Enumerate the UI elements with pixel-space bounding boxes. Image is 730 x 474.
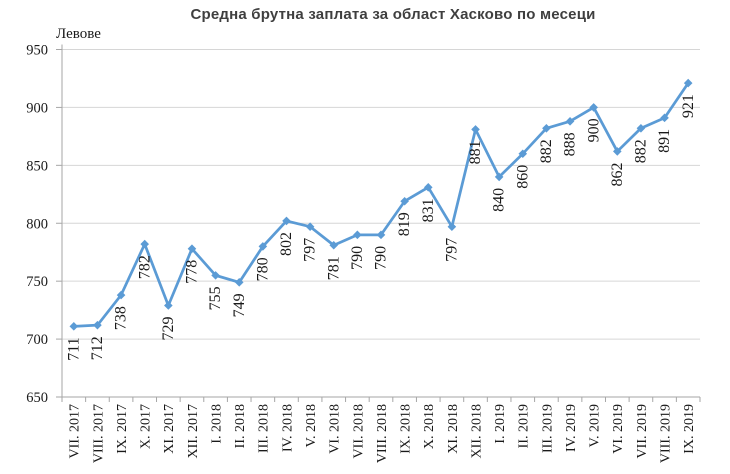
x-tick-label: VIII. 2018 bbox=[375, 404, 390, 463]
data-label: 888 bbox=[562, 132, 579, 156]
data-point-marker bbox=[589, 103, 598, 112]
data-point-marker bbox=[69, 322, 79, 331]
x-tick-label: XII. 2017 bbox=[186, 404, 201, 458]
data-point-marker bbox=[518, 149, 528, 159]
x-tick-label: VII. 2019 bbox=[635, 404, 650, 458]
data-point-marker bbox=[636, 123, 646, 133]
data-point-marker bbox=[612, 147, 622, 156]
x-tick-label: XI. 2018 bbox=[446, 404, 461, 454]
x-tick-label: VII. 2017 bbox=[68, 404, 83, 458]
data-point-marker bbox=[400, 196, 409, 206]
data-label: 921 bbox=[680, 94, 697, 118]
data-point-marker bbox=[140, 239, 150, 249]
x-tick-label: IX. 2018 bbox=[399, 404, 414, 454]
data-point-marker bbox=[565, 117, 575, 126]
data-label: 711 bbox=[65, 337, 82, 360]
data-label: 780 bbox=[254, 257, 271, 281]
x-tick-label: II. 2019 bbox=[517, 404, 532, 448]
data-label: 797 bbox=[443, 238, 460, 262]
y-tick-label: 800 bbox=[26, 216, 48, 232]
data-label: 802 bbox=[278, 232, 295, 256]
data-label: 729 bbox=[160, 316, 177, 340]
data-label: 755 bbox=[207, 286, 224, 310]
data-point-marker bbox=[116, 290, 126, 300]
x-tick-label: II. 2018 bbox=[233, 404, 248, 448]
data-point-marker bbox=[211, 271, 220, 280]
x-tick-label: VI. 2019 bbox=[611, 404, 626, 454]
data-point-marker bbox=[234, 278, 244, 287]
data-point-marker bbox=[93, 320, 102, 330]
data-point-marker bbox=[329, 240, 339, 250]
x-tick-label: III. 2019 bbox=[540, 404, 555, 453]
data-label: 712 bbox=[89, 336, 106, 360]
y-tick-label: 850 bbox=[26, 158, 48, 174]
x-tick-label: X. 2018 bbox=[422, 404, 437, 449]
data-label: 738 bbox=[113, 306, 130, 330]
x-tick-label: VIII. 2019 bbox=[658, 404, 673, 463]
data-point-marker bbox=[305, 222, 315, 232]
x-tick-label: XII. 2018 bbox=[469, 404, 484, 458]
data-label: 881 bbox=[467, 140, 484, 164]
data-point-marker bbox=[187, 244, 197, 254]
chart-title: Средна брутна заплата за област Хасково … bbox=[190, 6, 596, 23]
y-tick-label: 650 bbox=[26, 390, 48, 406]
data-label: 891 bbox=[656, 129, 673, 153]
y-tick-label: 950 bbox=[26, 43, 48, 59]
data-point-marker bbox=[471, 125, 480, 134]
data-point-marker bbox=[447, 222, 457, 232]
data-label: 882 bbox=[538, 139, 555, 163]
data-label: 819 bbox=[396, 212, 413, 236]
data-label: 790 bbox=[373, 246, 390, 270]
data-label: 860 bbox=[514, 165, 531, 189]
data-label: 900 bbox=[585, 118, 602, 142]
x-tick-label: VI. 2018 bbox=[328, 404, 343, 454]
data-label: 749 bbox=[231, 293, 248, 317]
data-point-marker bbox=[376, 230, 386, 240]
x-tick-label: V. 2018 bbox=[304, 404, 319, 447]
x-tick-label: I. 2019 bbox=[493, 404, 508, 444]
data-label: 831 bbox=[420, 198, 437, 222]
x-tick-label: X. 2017 bbox=[139, 404, 154, 449]
x-tick-label: I. 2018 bbox=[209, 404, 224, 444]
x-tick-label: IX. 2017 bbox=[115, 404, 130, 454]
y-tick-label: 750 bbox=[26, 274, 48, 290]
x-tick-label: XI. 2017 bbox=[162, 404, 177, 454]
data-label: 781 bbox=[325, 256, 342, 280]
y-tick-label: 700 bbox=[26, 332, 48, 348]
data-point-marker bbox=[683, 78, 693, 88]
data-label: 790 bbox=[349, 246, 366, 270]
data-point-marker bbox=[423, 183, 433, 192]
data-label: 862 bbox=[609, 162, 626, 186]
data-point-marker bbox=[353, 230, 362, 240]
data-point-marker bbox=[258, 242, 268, 251]
data-point-marker bbox=[494, 172, 504, 182]
x-tick-label: V. 2019 bbox=[588, 404, 603, 447]
data-label: 797 bbox=[302, 238, 319, 262]
data-label: 782 bbox=[136, 255, 153, 279]
x-tick-label: IV. 2018 bbox=[280, 404, 295, 452]
data-point-marker bbox=[660, 113, 669, 123]
x-tick-label: III. 2018 bbox=[257, 404, 272, 453]
data-label: 882 bbox=[633, 139, 650, 163]
data-point-marker bbox=[282, 216, 291, 226]
y-axis-unit-label: Левове bbox=[56, 26, 101, 42]
data-label: 840 bbox=[491, 188, 508, 212]
x-tick-label: VIII. 2017 bbox=[91, 404, 106, 463]
x-tick-label: IV. 2019 bbox=[564, 404, 579, 452]
y-tick-label: 900 bbox=[26, 100, 48, 116]
x-tick-label: IX. 2019 bbox=[682, 404, 697, 454]
data-point-marker bbox=[164, 301, 173, 310]
x-tick-label: VII. 2018 bbox=[351, 404, 366, 458]
data-point-marker bbox=[542, 123, 551, 133]
data-label: 778 bbox=[184, 260, 201, 284]
